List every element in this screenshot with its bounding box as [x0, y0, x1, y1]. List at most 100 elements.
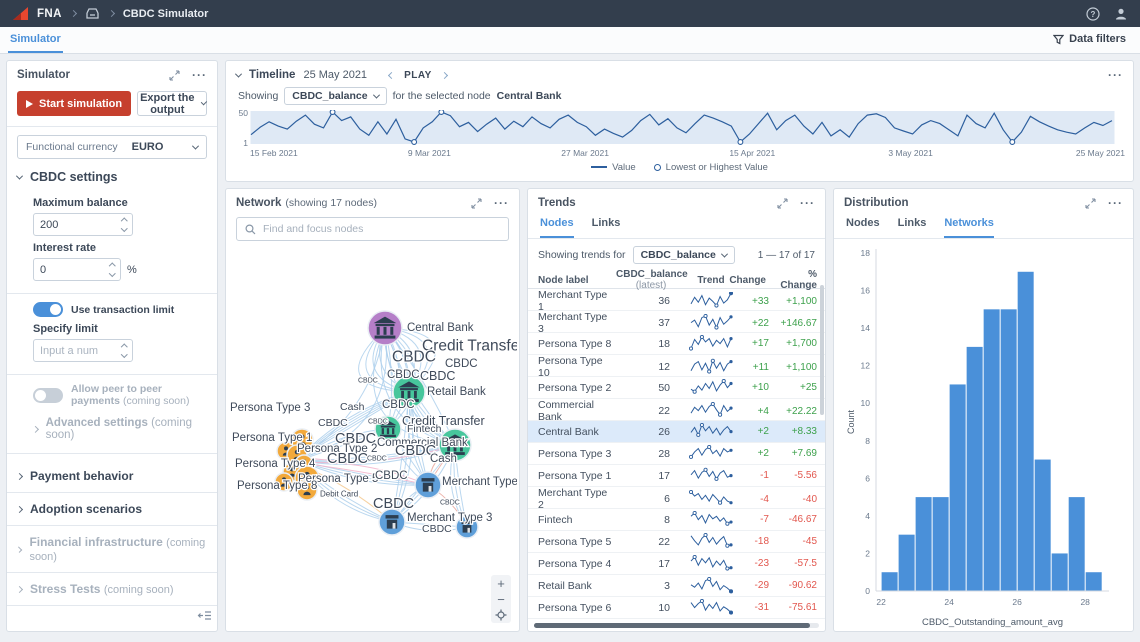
- advanced-settings-section[interactable]: Advanced settings (coming soon): [31, 417, 207, 441]
- trend-pct-change: +25: [800, 382, 817, 393]
- table-row[interactable]: Persona Type 6 10 -31 -75.61: [528, 597, 825, 619]
- table-row[interactable]: Fintech 8 -7 -46.67: [528, 509, 825, 531]
- distribution-tab-nodes[interactable]: Nodes: [846, 217, 880, 229]
- start-simulation-button[interactable]: Start simulation: [17, 91, 132, 116]
- chevron-down-icon: [720, 250, 728, 258]
- table-row[interactable]: Merchant Type 2 6 -4 -40: [528, 487, 825, 511]
- brand-name[interactable]: FNA: [37, 7, 62, 20]
- functional-currency-select[interactable]: Functional currency EURO: [17, 135, 207, 159]
- trend-latest-value: 50: [658, 381, 670, 394]
- collapse-panel-icon[interactable]: [197, 609, 213, 625]
- trend-node-label: Persona Type 2: [538, 381, 612, 394]
- network-node[interactable]: [296, 479, 318, 501]
- network-node[interactable]: [455, 515, 479, 539]
- network-search-box[interactable]: [236, 217, 509, 241]
- table-row[interactable]: Merchant Type 1 36 +33 +1,100: [528, 289, 825, 313]
- trend-sparkline: [686, 576, 736, 595]
- project-tray-icon[interactable]: [85, 7, 100, 20]
- expand-panel-icon[interactable]: [471, 197, 482, 209]
- table-row[interactable]: Persona Type 3 28 +2 +7.69: [528, 443, 825, 465]
- play-button[interactable]: PLAY: [404, 69, 432, 81]
- trend-latest-value: 22: [658, 535, 670, 548]
- data-filters-button[interactable]: Data filters: [1053, 33, 1126, 45]
- trend-latest-value: 12: [658, 361, 670, 373]
- col-node-label: Node label: [538, 274, 589, 286]
- step-forward-icon[interactable]: [440, 71, 448, 79]
- section-financial-infrastructure[interactable]: Financial infrastructure (coming soon): [15, 528, 207, 570]
- section-stress-tests[interactable]: Stress Tests (coming soon): [15, 575, 207, 603]
- table-row[interactable]: Merchant Type 3 37 +22 +146.67: [528, 311, 825, 335]
- network-node[interactable]: [392, 375, 426, 409]
- maximum-balance-field[interactable]: [40, 218, 98, 231]
- svg-text:8: 8: [865, 436, 870, 446]
- table-row[interactable]: Persona Type 4 17 -23 -57.5: [528, 553, 825, 575]
- step-back-icon[interactable]: [388, 71, 396, 79]
- use-transaction-limit-toggle[interactable]: [33, 302, 63, 317]
- fit-view-button[interactable]: [495, 609, 507, 621]
- trends-metric-select[interactable]: CBDC_balance: [632, 246, 735, 264]
- network-node[interactable]: [378, 508, 406, 536]
- maximum-balance-input[interactable]: [33, 213, 133, 236]
- stepper-icon[interactable]: [120, 218, 127, 231]
- table-row[interactable]: Commercial Bank 22 +4 +22.22: [528, 399, 825, 423]
- panel-menu-icon[interactable]: ···: [192, 68, 207, 82]
- table-row[interactable]: Central Bank 26 +2 +8.33: [528, 421, 825, 443]
- expand-panel-icon[interactable]: [777, 197, 788, 209]
- interest-rate-input[interactable]: [33, 258, 121, 281]
- expand-panel-icon[interactable]: [169, 69, 180, 81]
- distribution-tab-links[interactable]: Links: [897, 217, 927, 229]
- table-row[interactable]: Persona Type 1 17 -1 -5.56: [528, 465, 825, 487]
- chevron-down-icon[interactable]: [234, 70, 243, 78]
- table-row[interactable]: Persona Type 2 50 +10 +25: [528, 377, 825, 399]
- timeline-metric-select[interactable]: CBDC_balance: [284, 87, 387, 105]
- panel-menu-icon[interactable]: ···: [1108, 196, 1123, 210]
- export-output-button[interactable]: Export the output: [137, 91, 208, 116]
- trends-tab-nodes[interactable]: Nodes: [540, 217, 574, 238]
- table-row[interactable]: Persona Type 5 22 -18 -45: [528, 531, 825, 553]
- panel-menu-icon[interactable]: ···: [800, 196, 815, 210]
- zoom-in-button[interactable]: +: [497, 576, 505, 591]
- allow-p2p-toggle[interactable]: [33, 387, 63, 403]
- fna-logo[interactable]: [12, 6, 29, 21]
- vertical-scrollbar[interactable]: [820, 285, 824, 415]
- panel-menu-icon[interactable]: ···: [494, 196, 509, 210]
- section-adoption-scenarios[interactable]: Adoption scenarios: [15, 495, 207, 523]
- trend-node-label: Persona Type 1: [538, 469, 612, 482]
- tab-simulator[interactable]: Simulator: [8, 33, 63, 53]
- table-row[interactable]: Persona Type 8 18 +17 +1,700: [528, 333, 825, 355]
- section-payment-behavior[interactable]: Payment behavior: [15, 462, 207, 490]
- network-node[interactable]: [374, 415, 402, 443]
- specify-limit-field[interactable]: [40, 344, 98, 357]
- table-row[interactable]: Retail Bank 3 -29 -90.62: [528, 575, 825, 597]
- x-tick-label: 15 Apr 2021: [729, 148, 776, 158]
- network-node[interactable]: [274, 472, 294, 492]
- selected-node-name: Central Bank: [496, 90, 562, 102]
- distribution-tab-networks[interactable]: Networks: [944, 217, 994, 238]
- panel-menu-icon[interactable]: ···: [1108, 68, 1123, 82]
- user-account-icon[interactable]: [1114, 7, 1128, 21]
- network-node[interactable]: [367, 310, 403, 346]
- trend-node-label: Persona Type 8: [538, 337, 612, 350]
- specify-limit-input[interactable]: [33, 339, 133, 362]
- trend-change: -4: [760, 493, 769, 505]
- network-node[interactable]: [438, 428, 472, 462]
- expand-panel-icon[interactable]: [1085, 197, 1096, 209]
- stepper-icon[interactable]: [108, 263, 115, 276]
- simulator-panel: Simulator ··· Start simulation Export th…: [6, 60, 218, 632]
- zoom-out-button[interactable]: −: [497, 592, 505, 607]
- interest-rate-field[interactable]: [40, 263, 98, 276]
- trends-tab-links[interactable]: Links: [591, 217, 621, 229]
- timeline-line-chart[interactable]: [250, 110, 1115, 146]
- svg-text:24: 24: [944, 597, 954, 607]
- col-change[interactable]: Change: [729, 275, 769, 286]
- table-row[interactable]: Persona Type 10 12 +11 +1,100: [528, 355, 825, 379]
- stepper-icon[interactable]: [120, 344, 127, 357]
- horizontal-scrollbar[interactable]: [534, 623, 819, 628]
- network-node[interactable]: [414, 471, 442, 499]
- cbdc-settings-section-header[interactable]: CBDC settings: [15, 163, 207, 191]
- data-filters-label: Data filters: [1069, 33, 1126, 45]
- help-icon[interactable]: ?: [1086, 6, 1100, 21]
- network-search-input[interactable]: [263, 223, 500, 235]
